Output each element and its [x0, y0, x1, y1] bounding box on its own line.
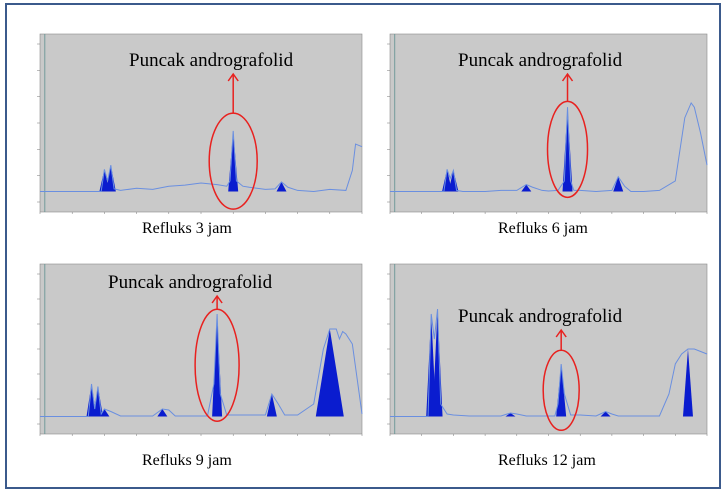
chromatogram-plot [37, 263, 363, 436]
arrow-head [227, 72, 239, 82]
peak-title: Puncak andrografolid [108, 272, 273, 293]
peak-fill [600, 411, 611, 417]
peak-fill [99, 409, 110, 417]
panel-caption: Refluks 9 jam [142, 452, 232, 469]
plot-area [389, 33, 708, 213]
peak-fill [266, 394, 277, 417]
plot-area [39, 33, 363, 213]
peak-title: Puncak andrografolid [458, 306, 623, 327]
chromatogram-plot [37, 33, 363, 214]
plot-area [389, 263, 708, 435]
peak-title: Puncak andrografolid [458, 50, 623, 71]
chromatogram-trace [390, 308, 708, 417]
peak-fill [212, 314, 223, 417]
chromatogram-plot [387, 263, 708, 436]
peak-fill [521, 184, 532, 192]
peak-title: Puncak andrografolid [129, 50, 294, 71]
chromatogram-trace [40, 130, 363, 192]
chromatogram-panel-9-jam: Puncak andrografolid Refluks 9 jam [14, 252, 364, 482]
panel-caption: Refluks 12 jam [498, 452, 596, 469]
chromatogram-panel-12-jam: Puncak andrografolid Refluks 12 jam [370, 252, 715, 482]
peak-fill [315, 329, 344, 417]
chromatogram-panel-3-jam: Puncak andrografolid Refluks 3 jam [14, 14, 364, 244]
arrow-head [211, 294, 223, 304]
arrow-head [561, 72, 574, 82]
panel-caption: Refluks 6 jam [498, 220, 588, 237]
peak-fill [682, 349, 693, 417]
peak-fill [556, 364, 567, 417]
peak-fill [157, 409, 168, 417]
chromatogram-trace [390, 101, 708, 192]
peak-fill [505, 413, 516, 417]
arrow-head [555, 328, 567, 338]
chromatogram-plot [387, 33, 708, 214]
peak-fill [613, 176, 624, 192]
chromatogram-panel-6-jam: Puncak andrografolid Refluks 6 jam [370, 14, 715, 244]
peak-fill [276, 181, 287, 192]
panel-caption: Refluks 3 jam [142, 220, 232, 237]
chromatogram-trace [40, 313, 363, 417]
